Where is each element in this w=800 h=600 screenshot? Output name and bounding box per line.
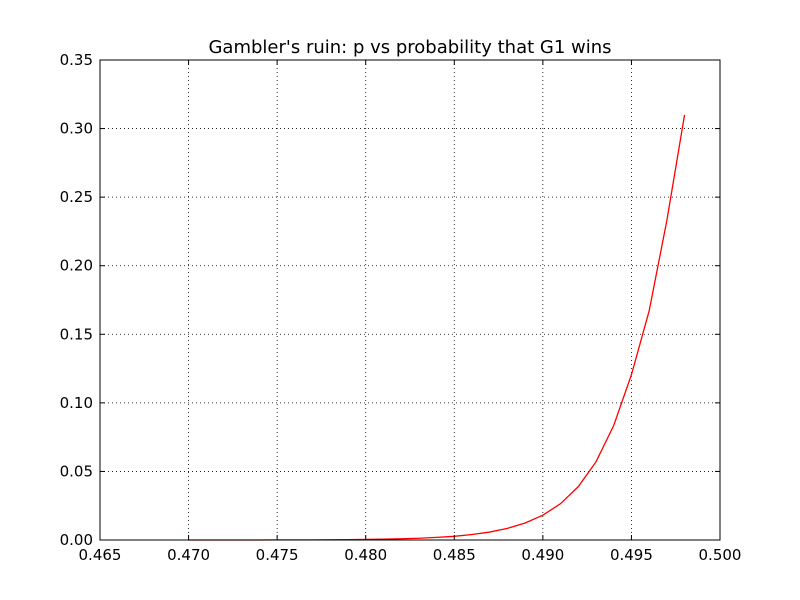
x-tick-label: 0.470: [167, 546, 210, 564]
tick-labels: 0.465 0.470 0.475 0.480 0.485 0.490 0.495 0.500…: [60, 51, 742, 564]
y-tick-label: 0.05: [60, 462, 93, 480]
chart-title: Gambler's ruin: p vs probability that G1…: [208, 37, 611, 58]
x-tick-label: 0.475: [256, 546, 299, 564]
x-tick-label: 0.490: [521, 546, 564, 564]
y-tick-label: 0.15: [60, 325, 93, 343]
series-line: [188, 114, 686, 541]
grid: [100, 60, 720, 540]
y-tick-label: 0.10: [60, 394, 93, 412]
series-group: [188, 114, 686, 541]
x-tick-label: 0.485: [433, 546, 476, 564]
y-tick-label: 0.30: [60, 120, 93, 138]
ticks: [99, 59, 721, 541]
x-tick-label: 0.495: [610, 546, 653, 564]
y-tick-label: 0.25: [60, 188, 93, 206]
x-tick-label: 0.480: [344, 546, 387, 564]
y-tick-label: 0.00: [60, 531, 93, 549]
x-tick-label: 0.465: [79, 546, 122, 564]
plot-frame: [99, 59, 721, 541]
x-tick-label: 0.500: [699, 546, 742, 564]
y-tick-label: 0.35: [60, 51, 93, 69]
y-tick-label: 0.20: [60, 257, 93, 275]
